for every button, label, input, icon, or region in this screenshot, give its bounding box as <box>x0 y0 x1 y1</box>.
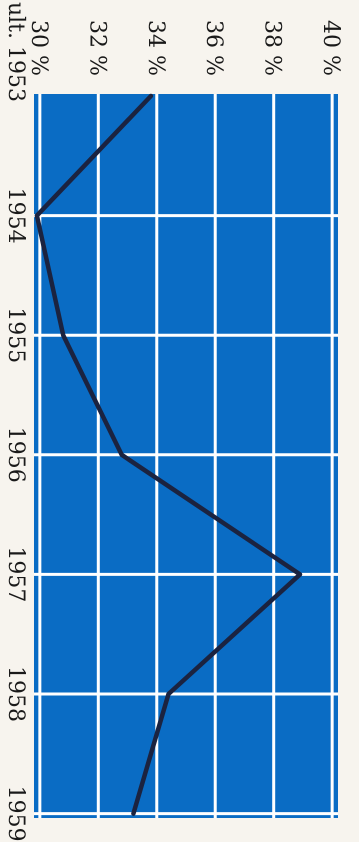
y-tick-label: 32 % <box>84 20 109 76</box>
x-tick-label: 1958 <box>3 666 28 722</box>
y-tick-label: 30 % <box>26 20 51 76</box>
x-tick-label: 1955 <box>3 307 28 363</box>
y-tick-label: 34 % <box>143 20 168 76</box>
x-tick-label: ult. 1953 <box>3 2 28 102</box>
y-axis-labels: 30 % 32 % 34 % 36 % 38 % 40 % <box>26 20 343 76</box>
y-tick-label: 40 % <box>318 20 343 76</box>
x-tick-label: 1959 <box>3 786 28 842</box>
x-tick-label: 1957 <box>3 546 28 602</box>
series-line <box>34 93 303 816</box>
y-tick-label: 36 % <box>201 20 226 76</box>
x-tick-label: 1954 <box>3 188 28 244</box>
x-tick-label: 1956 <box>3 427 28 483</box>
gridlines-x <box>34 214 338 816</box>
y-tick-label: 38 % <box>260 20 285 76</box>
x-axis-labels: ult. 1953 1954 1955 1956 1957 1958 1959 <box>3 2 28 842</box>
